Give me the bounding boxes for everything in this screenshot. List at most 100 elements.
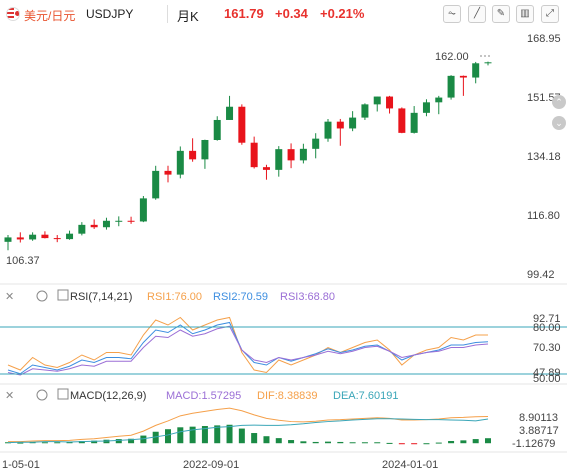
header-divider xyxy=(167,5,168,23)
scroll-down-icon[interactable]: ⌄ xyxy=(552,116,566,130)
settings-icon[interactable] xyxy=(36,389,48,401)
macd-bar xyxy=(177,427,184,444)
macd-axis-label: 3.88717 xyxy=(519,425,559,437)
price-change: +0.34 xyxy=(275,6,308,21)
us-jp-flag-icon xyxy=(6,7,20,21)
price-change-percent: +0.21% xyxy=(320,6,365,21)
rsi-axis-label: 47.89 xyxy=(533,367,561,379)
candlestick xyxy=(4,235,12,251)
macd-bar xyxy=(238,428,245,444)
macd-bar xyxy=(312,441,319,444)
candle-body xyxy=(447,75,455,98)
candlestick xyxy=(115,216,123,227)
candle-body xyxy=(373,96,381,105)
compare-icon[interactable]: ▥ xyxy=(516,5,534,23)
candle-body xyxy=(90,224,98,228)
low-price-label: 106.37 xyxy=(6,255,40,267)
macd-bar xyxy=(337,441,344,444)
candlestick-series xyxy=(4,61,492,251)
macd-title: MACD(12,26,9) xyxy=(70,390,146,402)
macd-bar xyxy=(472,439,479,444)
candlestick xyxy=(336,118,344,146)
close-icon[interactable]: ✕ xyxy=(5,291,14,303)
candle-body xyxy=(29,234,37,240)
last-price: 161.79 xyxy=(224,6,264,21)
candle-body xyxy=(213,119,221,140)
candlestick xyxy=(189,138,197,162)
macd-bar xyxy=(214,425,221,444)
macd-bar xyxy=(435,442,442,444)
candlestick xyxy=(213,116,221,141)
macd-axis-label: 8.90113 xyxy=(519,412,558,424)
price-axis-label: 99.42 xyxy=(527,269,555,281)
candle-body xyxy=(176,150,184,175)
candle-body xyxy=(410,112,418,133)
rsi1-label: RSI1:76.00 xyxy=(147,291,202,303)
indicator-icon[interactable]: ⏦ xyxy=(443,5,461,23)
candle-body xyxy=(238,106,246,143)
macd-bar xyxy=(140,435,147,444)
dea-label: DEA:7.60191 xyxy=(333,390,398,402)
collapse-icon[interactable] xyxy=(57,388,69,400)
candlestick xyxy=(41,231,49,239)
dif-label: DIF:8.38839 xyxy=(257,390,318,402)
candlestick xyxy=(386,95,394,114)
macd-bar xyxy=(189,426,196,444)
candle-body xyxy=(78,224,86,234)
candlestick xyxy=(238,104,246,145)
candlestick xyxy=(78,222,86,236)
candlestick xyxy=(435,95,443,115)
candlestick xyxy=(349,111,357,132)
settings-icon[interactable] xyxy=(36,290,48,302)
macd-bar xyxy=(300,441,307,444)
macd-header: ✕ MACD(12,26,9) MACD:1.57295 DIF:8.38839… xyxy=(5,388,398,402)
price-axis-label: 168.95 xyxy=(527,33,561,45)
candlestick xyxy=(275,146,283,177)
rsi-axis-label: 70.30 xyxy=(533,342,561,354)
candlestick xyxy=(16,232,24,243)
collapse-icon[interactable] xyxy=(57,289,69,301)
rsi-title: RSI(7,14,21) xyxy=(70,291,132,303)
candle-body xyxy=(4,237,12,242)
candlestick xyxy=(472,61,480,84)
scroll-up-icon[interactable]: ⌃ xyxy=(552,95,566,109)
time-axis-label: 2022-09-01 xyxy=(183,459,239,471)
macd-bar xyxy=(386,442,393,444)
candlestick xyxy=(299,143,307,164)
candle-body xyxy=(164,170,172,175)
candlestick xyxy=(410,106,418,134)
candlestick xyxy=(66,230,74,240)
macd-bar xyxy=(251,433,258,444)
candle-body xyxy=(361,104,369,118)
fullscreen-icon[interactable]: ⤢ xyxy=(541,5,559,23)
currency-pair-name[interactable]: 美元/日元 xyxy=(24,9,76,23)
close-icon[interactable]: ✕ xyxy=(5,390,14,402)
macd-bar xyxy=(288,440,295,444)
period-selector[interactable]: 月K xyxy=(177,9,199,24)
macd-bar xyxy=(374,442,381,444)
candle-body xyxy=(16,237,24,240)
macd-axis-label: -1.12679 xyxy=(512,438,555,450)
candle-body xyxy=(275,149,283,170)
candle-body xyxy=(472,63,480,78)
draw-line-icon[interactable]: ╱ xyxy=(468,5,486,23)
candlestick xyxy=(127,216,135,224)
rsi-axis-label: 80.00 xyxy=(533,322,561,334)
macd-label: MACD:1.57295 xyxy=(166,390,241,402)
pencil-icon[interactable]: ✎ xyxy=(492,5,510,23)
candlestick xyxy=(201,139,209,169)
macd-bar xyxy=(325,441,331,444)
macd-bar xyxy=(411,443,418,445)
candlestick xyxy=(102,217,110,230)
macd-bar xyxy=(41,442,48,444)
candle-body xyxy=(262,167,270,170)
candlestick xyxy=(484,61,492,66)
candlestick xyxy=(53,235,61,243)
candle-body xyxy=(201,139,209,160)
candle-body xyxy=(435,97,443,103)
candlestick xyxy=(398,107,406,134)
macd-bar xyxy=(54,442,61,444)
candlestick xyxy=(287,143,295,169)
